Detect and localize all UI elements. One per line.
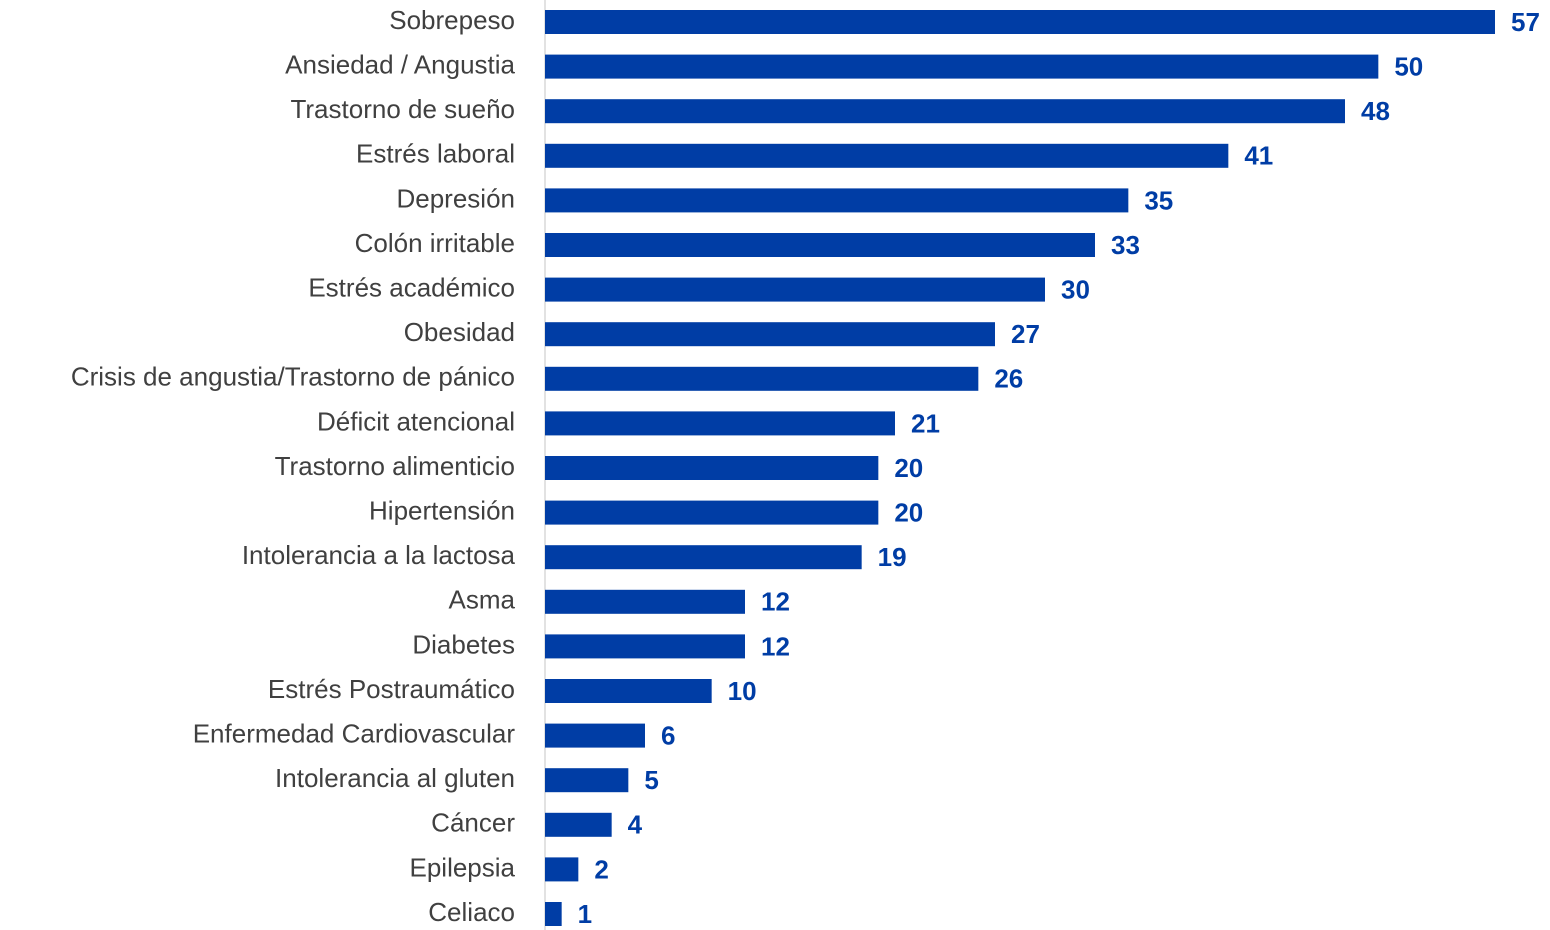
category-label: Obesidad	[404, 317, 515, 347]
value-label: 2	[594, 854, 608, 884]
value-label: 19	[878, 542, 907, 572]
category-label: Estrés académico	[308, 272, 515, 302]
value-label: 35	[1144, 185, 1173, 215]
category-label: Diabetes	[412, 629, 515, 659]
category-label: Enfermedad Cardiovascular	[193, 718, 516, 748]
bar	[545, 679, 712, 703]
bar	[545, 545, 862, 570]
value-label: 20	[894, 453, 923, 483]
bar	[545, 233, 1095, 257]
bar	[545, 322, 995, 347]
category-label: Estrés laboral	[356, 139, 515, 169]
value-label: 48	[1361, 96, 1390, 126]
bar	[545, 54, 1379, 79]
category-label: Trastorno alimenticio	[275, 451, 515, 481]
bar	[545, 188, 1129, 213]
value-label: 4	[628, 810, 643, 840]
bar	[545, 634, 745, 659]
category-label: Intolerancia al gluten	[275, 763, 515, 793]
value-label: 20	[894, 497, 923, 527]
bar	[545, 366, 979, 391]
value-label: 30	[1061, 274, 1090, 304]
value-label: 50	[1394, 51, 1423, 81]
value-label: 6	[661, 720, 675, 750]
category-label: Epilepsia	[409, 852, 515, 882]
bar	[545, 143, 1229, 168]
category-label: Déficit atencional	[317, 406, 515, 436]
bar	[545, 10, 1495, 34]
bar	[545, 456, 879, 480]
category-label: Estrés Postraumático	[268, 674, 515, 704]
value-label: 10	[728, 676, 757, 706]
category-label: Crisis de angustia/Trastorno de pánico	[71, 362, 515, 392]
bar	[545, 500, 879, 525]
bar	[545, 411, 895, 436]
category-label: Asma	[449, 585, 516, 615]
category-label: Intolerancia a la lactosa	[242, 540, 516, 570]
value-label: 26	[994, 364, 1023, 394]
category-label: Hipertensión	[369, 495, 515, 525]
bar	[545, 723, 645, 748]
value-label: 27	[1011, 319, 1040, 349]
value-label: 12	[761, 587, 790, 617]
bar	[545, 768, 629, 793]
category-label: Ansiedad / Angustia	[285, 49, 515, 79]
category-label: Sobrepeso	[389, 5, 515, 35]
category-label: Celiaco	[428, 897, 515, 927]
value-label: 33	[1111, 230, 1140, 260]
value-label: 5	[644, 765, 658, 795]
bar	[545, 99, 1345, 124]
value-label: 21	[911, 408, 940, 438]
value-label: 12	[761, 631, 790, 661]
value-label: 1	[578, 899, 592, 929]
bar	[545, 857, 579, 882]
bar	[545, 812, 612, 837]
value-label: 57	[1511, 7, 1540, 37]
category-label: Trastorno de sueño	[290, 94, 515, 124]
category-label: Colón irritable	[355, 228, 515, 258]
bar	[545, 589, 745, 614]
bar	[545, 277, 1045, 302]
value-label: 41	[1244, 141, 1273, 171]
category-label: Cáncer	[431, 808, 515, 838]
bar	[545, 902, 562, 926]
category-label: Depresión	[396, 183, 515, 213]
